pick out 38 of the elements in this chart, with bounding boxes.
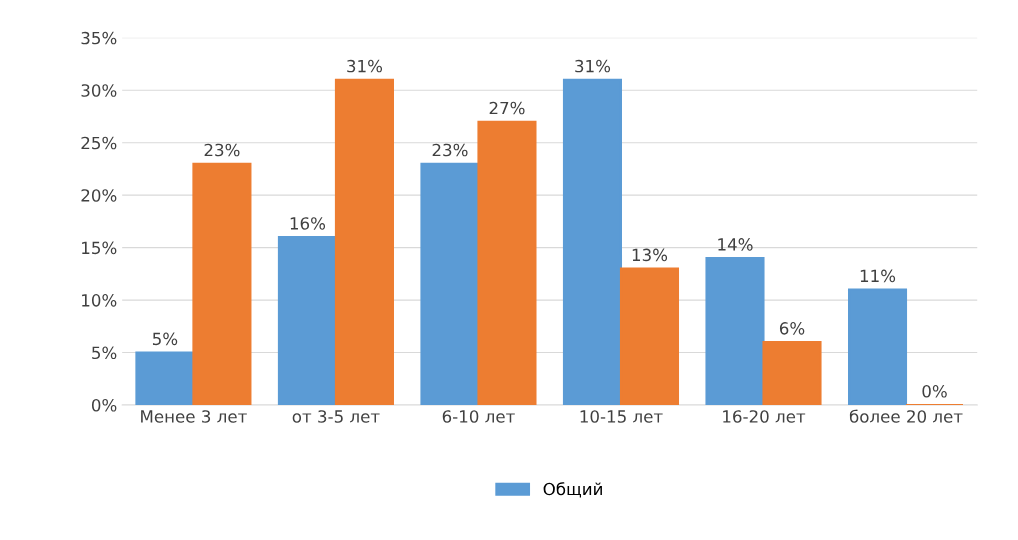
x-tick-label: 6-10 лет	[442, 410, 515, 423]
data-label: 16%	[290, 217, 326, 230]
data-label: 31%	[575, 59, 611, 73]
x-tick-label: от 3-5 лет	[292, 410, 380, 423]
bar	[762, 341, 822, 405]
x-tick-label: Менее 3 лет	[141, 410, 247, 423]
data-label: 14%	[718, 238, 753, 251]
x-tick-label: более 20 лет	[849, 409, 963, 423]
bar	[420, 162, 480, 405]
bar	[135, 351, 195, 405]
y-tick-label: 5%	[92, 346, 117, 360]
bar	[562, 78, 623, 405]
bar	[619, 267, 680, 405]
y-tick-label: 25%	[81, 136, 117, 150]
data-label: 0%	[922, 385, 947, 398]
data-label: 23%	[204, 143, 240, 157]
bar	[334, 78, 394, 405]
y-tick-label: 35%	[81, 31, 117, 45]
y-tick-label: 20%	[81, 189, 117, 202]
data-label: 11%	[860, 269, 896, 283]
data-label: 6%	[779, 322, 805, 335]
data-label: 23%	[432, 143, 468, 157]
x-tick-label: 16-20 лет	[723, 410, 806, 423]
bar	[477, 120, 537, 405]
data-label: 27%	[489, 101, 525, 115]
x-tick-label: 10-15 лет	[580, 410, 663, 423]
bar	[705, 257, 765, 405]
y-tick-label: 0%	[91, 398, 117, 412]
bar	[277, 236, 337, 405]
y-tick-label: 10%	[82, 294, 117, 307]
data-label: 5%	[152, 332, 178, 346]
y-tick-label: 30%	[81, 84, 117, 97]
y-tick-label: 15%	[82, 241, 117, 255]
legend-label: Общий	[543, 482, 602, 498]
bar	[847, 288, 908, 405]
data-label: 31%	[347, 59, 383, 73]
data-label: 13%	[632, 248, 668, 262]
bar	[192, 162, 252, 405]
